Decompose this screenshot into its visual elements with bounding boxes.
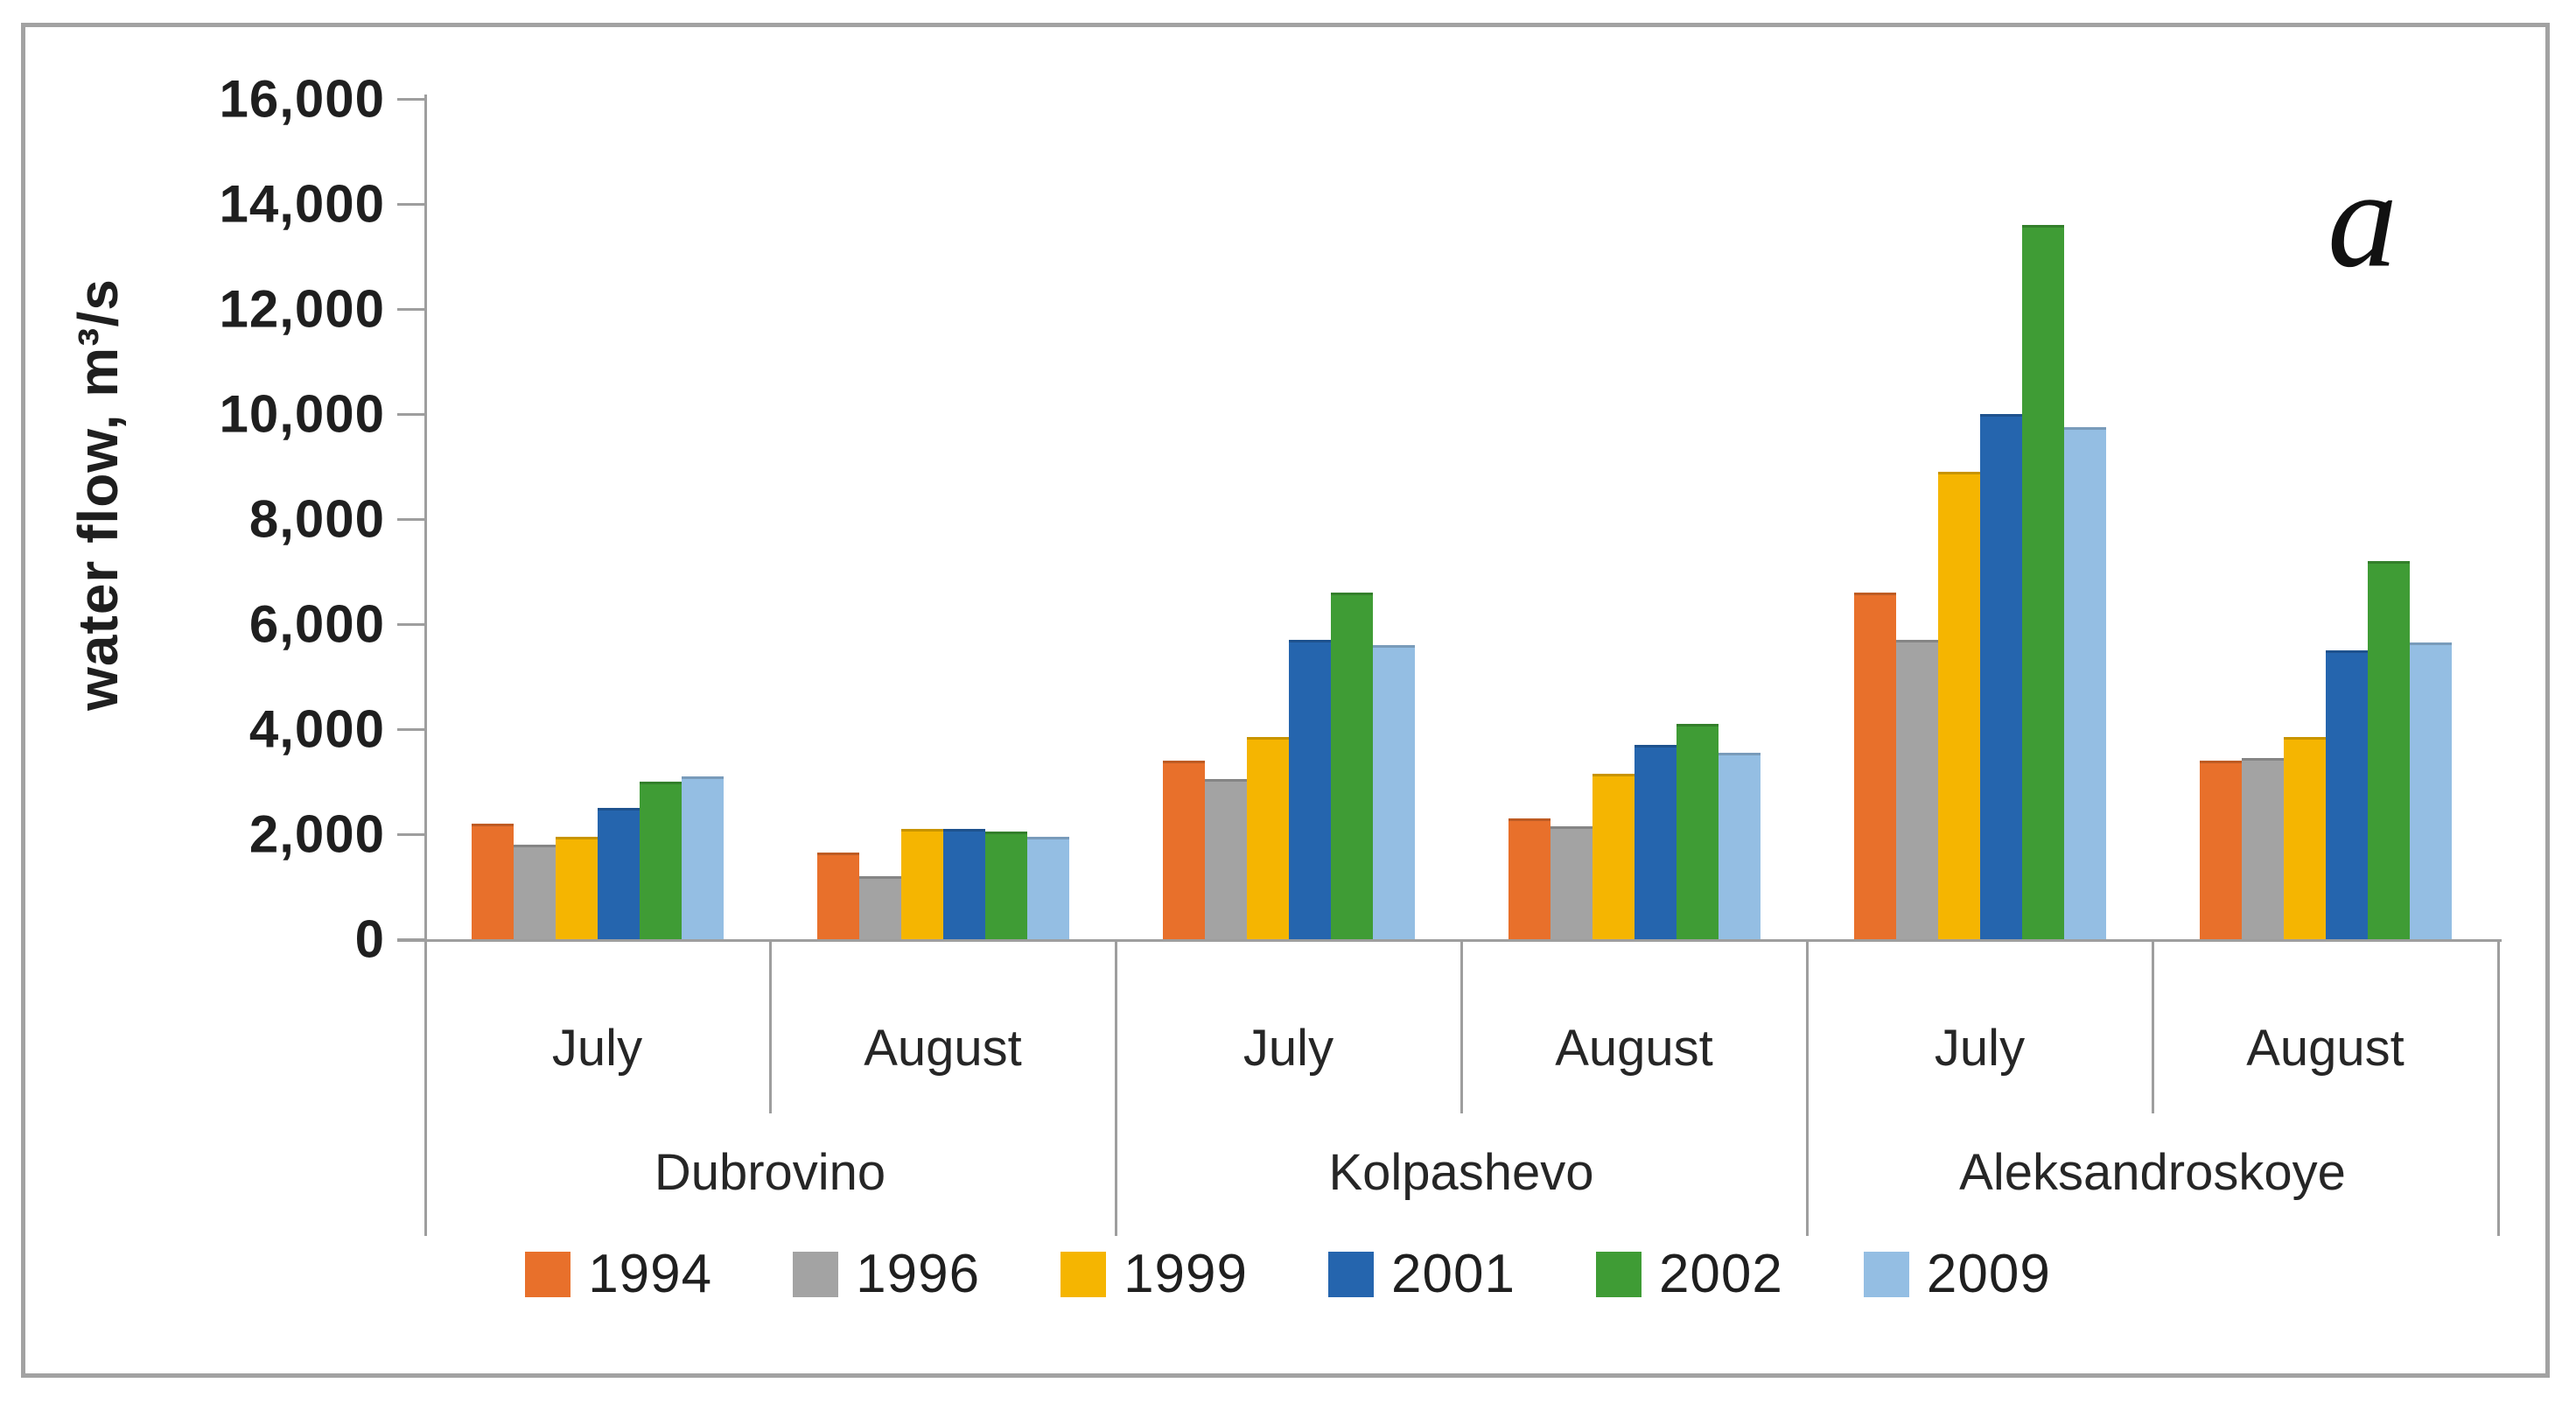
panel-label: a [2328, 140, 2398, 297]
bar-2001-dubrovino-august [942, 829, 985, 939]
y-tick-label: 14,000 [219, 174, 385, 234]
category-divider [768, 939, 772, 1113]
y-axis-line [424, 95, 427, 1236]
bar-1999-dubrovino-july [555, 837, 598, 939]
bar-1994-aleksandroskoye-july [1853, 593, 1896, 939]
legend-item-2009: 2009 [1863, 1243, 2051, 1305]
y-tick-label: 8,000 [248, 489, 385, 549]
month-label: July [1242, 1020, 1334, 1077]
category-divider [1805, 939, 1809, 1236]
bar-2009-aleksandroskoye-august [2409, 642, 2452, 939]
y-tick-mark [397, 307, 426, 311]
y-tick-label: 0 [354, 909, 385, 969]
chart-frame [21, 23, 2550, 1378]
legend-item-1994: 1994 [525, 1243, 712, 1305]
bar-2009-aleksandroskoye-july [2063, 427, 2106, 939]
y-axis-title: water flow, m³/s [66, 278, 130, 711]
bar-1996-kolpashevo-august [1550, 826, 1592, 939]
category-divider [1460, 939, 1463, 1113]
y-tick-label: 10,000 [219, 384, 385, 444]
legend-item-2002: 2002 [1595, 1243, 1783, 1305]
month-label: August [2246, 1020, 2404, 1077]
legend-swatch-1999 [1060, 1251, 1107, 1297]
bar-1994-kolpashevo-july [1162, 761, 1205, 939]
month-label: July [551, 1020, 643, 1077]
bar-2002-dubrovino-august [984, 832, 1027, 939]
bar-2001-dubrovino-july [597, 808, 640, 939]
legend-swatch-2009 [1863, 1251, 1909, 1297]
bar-1994-dubrovino-august [816, 853, 859, 939]
y-tick-mark [397, 412, 426, 416]
bar-1999-kolpashevo-july [1246, 737, 1289, 939]
month-label: July [1934, 1020, 2026, 1077]
category-divider [2151, 939, 2154, 1113]
legend-swatch-2002 [1595, 1251, 1642, 1297]
legend-item-1996: 1996 [793, 1243, 980, 1305]
station-label: Aleksandroskoye [1959, 1144, 2346, 1201]
bar-2009-dubrovino-july [681, 776, 724, 939]
legend-label: 1994 [588, 1244, 713, 1304]
bar-2001-kolpashevo-july [1288, 640, 1331, 939]
bar-1994-kolpashevo-august [1508, 818, 1550, 939]
bar-2009-kolpashevo-july [1372, 645, 1415, 939]
bar-2002-kolpashevo-august [1676, 724, 1718, 939]
legend: 1994 1996 1999 2001 2002 2009 [0, 1243, 2576, 1305]
legend-swatch-1994 [525, 1251, 571, 1297]
y-tick-label: 2,000 [248, 804, 385, 864]
y-tick-label: 16,000 [219, 69, 385, 129]
y-tick-mark [397, 97, 426, 101]
bar-1996-dubrovino-august [858, 876, 901, 939]
category-divider [2496, 939, 2500, 1236]
legend-swatch-1996 [793, 1251, 839, 1297]
bar-1996-aleksandroskoye-august [2241, 758, 2284, 939]
bar-2009-dubrovino-august [1026, 837, 1069, 939]
month-label: August [864, 1020, 1022, 1077]
legend-item-2001: 2001 [1328, 1243, 1516, 1305]
bar-1994-dubrovino-july [471, 824, 514, 939]
y-tick-label: 12,000 [219, 279, 385, 339]
bar-1996-dubrovino-july [513, 845, 556, 939]
legend-swatch-2001 [1328, 1251, 1374, 1297]
legend-label: 1999 [1124, 1244, 1248, 1304]
bar-1999-kolpashevo-august [1592, 774, 1634, 939]
y-tick-mark [397, 517, 426, 521]
bar-1994-aleksandroskoye-august [2199, 761, 2242, 939]
station-label: Kolpashevo [1328, 1144, 1594, 1201]
y-tick-mark [397, 202, 426, 206]
bar-1999-aleksandroskoye-august [2283, 737, 2326, 939]
y-tick-mark [397, 622, 426, 626]
bar-2001-aleksandroskoye-july [1979, 414, 2022, 939]
y-tick-label: 4,000 [248, 699, 385, 759]
bar-2001-aleksandroskoye-august [2325, 650, 2368, 939]
y-tick-label: 6,000 [248, 594, 385, 654]
legend-label: 2001 [1391, 1244, 1516, 1304]
bar-1996-kolpashevo-july [1204, 779, 1247, 939]
legend-label: 1996 [856, 1244, 981, 1304]
bar-2002-aleksandroskoye-july [2021, 225, 2064, 939]
legend-label: 2002 [1658, 1244, 1783, 1304]
station-label: Dubrovino [654, 1144, 886, 1201]
bar-1999-aleksandroskoye-july [1937, 472, 1980, 939]
bar-2001-kolpashevo-august [1634, 745, 1676, 939]
bar-1999-dubrovino-august [900, 829, 943, 939]
y-tick-mark [397, 727, 426, 731]
y-tick-mark [397, 832, 426, 836]
bar-2002-aleksandroskoye-august [2367, 561, 2410, 939]
bar-1996-aleksandroskoye-july [1895, 640, 1938, 939]
legend-label: 2009 [1926, 1244, 2051, 1304]
category-divider [1114, 939, 1117, 1236]
legend-item-1999: 1999 [1060, 1243, 1248, 1305]
bar-2009-kolpashevo-august [1718, 753, 1760, 939]
x-axis-line [397, 939, 2502, 942]
bar-2002-dubrovino-july [639, 782, 682, 939]
bar-2002-kolpashevo-july [1330, 593, 1373, 939]
month-label: August [1555, 1020, 1713, 1077]
